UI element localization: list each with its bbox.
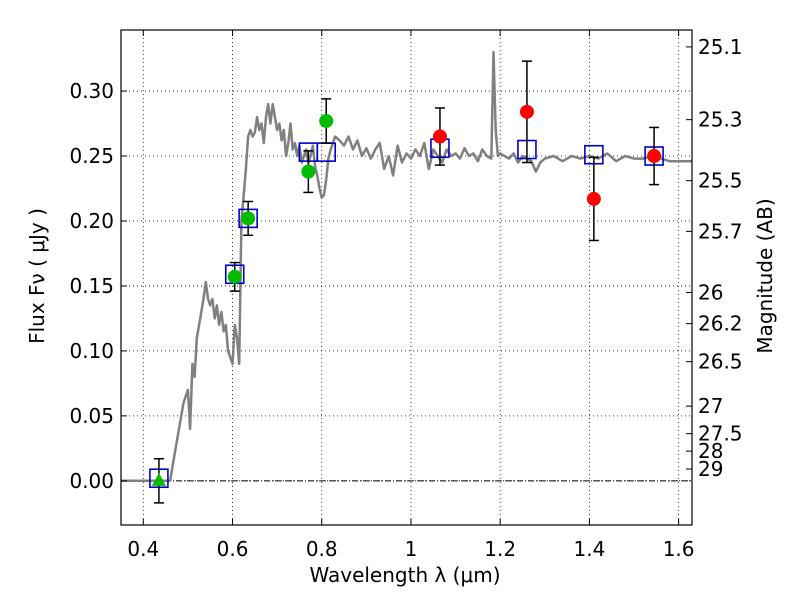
measured-flux-green-point (227, 269, 242, 284)
x-axis-label: Wavelength λ (μm) (309, 563, 500, 587)
x-tick-label: 0.6 (217, 537, 249, 561)
model-spectrum (121, 50, 692, 483)
x-tick-label: 1.4 (573, 537, 605, 561)
measured-flux-green-point (241, 211, 256, 226)
magnitude-tick-label: 25.3 (698, 108, 743, 132)
magnitude-tick-label: 25.7 (698, 219, 743, 243)
y-tick-label: 0.00 (69, 469, 114, 493)
measured-flux-red-point (432, 129, 447, 144)
measured-flux-green-point (301, 164, 316, 179)
magnitude-tick-label: 26 (698, 280, 723, 304)
x-tick-label: 1 (405, 537, 418, 561)
magnitude-tick-label: 25.1 (698, 35, 743, 59)
magnitude-tick-label: 27.5 (698, 422, 743, 446)
measured-flux-red-point (647, 149, 662, 164)
magnitude-tick-label: 26.5 (698, 350, 743, 374)
x-tick-label: 1.2 (484, 537, 516, 561)
plot-frame (120, 29, 693, 526)
measured-flux-triangle (151, 472, 166, 486)
y-tick-label: 0.20 (69, 209, 114, 233)
magnitude-tick-label: 26.2 (698, 312, 743, 336)
y-tick-label: 0.15 (69, 274, 114, 298)
model-spectrum-line (121, 50, 692, 483)
magnitude-tick-label: 27 (698, 394, 723, 418)
ticks: 0.4 0.6 0.8 1 1.2 1.4 1.6 0.00 0.05 0.10 0.15 0.20 0… (69, 30, 743, 561)
magnitude-tick-label: 25.5 (698, 169, 743, 193)
y-tick-label: 0.05 (69, 404, 114, 428)
y-axis-label-left: Flux Fν ( μJy ) (25, 208, 49, 344)
x-tick-label: 0.8 (306, 537, 338, 561)
y-axis-label-right: Magnitude (AB) (753, 198, 777, 353)
data-points (149, 60, 664, 504)
measured-flux-red-point (586, 191, 601, 206)
magnitude-tick-label: 28 (698, 439, 723, 463)
measured-flux-red-point (519, 104, 534, 119)
measured-flux-green-point (319, 113, 334, 128)
x-tick-label: 0.4 (127, 537, 159, 561)
y-tick-label: 0.25 (69, 144, 114, 168)
y-tick-label: 0.30 (69, 79, 114, 103)
magnitude-tick-label: 29 (698, 457, 723, 481)
grid (121, 30, 692, 525)
y-tick-label: 0.10 (69, 339, 114, 363)
x-tick-label: 1.6 (663, 537, 695, 561)
